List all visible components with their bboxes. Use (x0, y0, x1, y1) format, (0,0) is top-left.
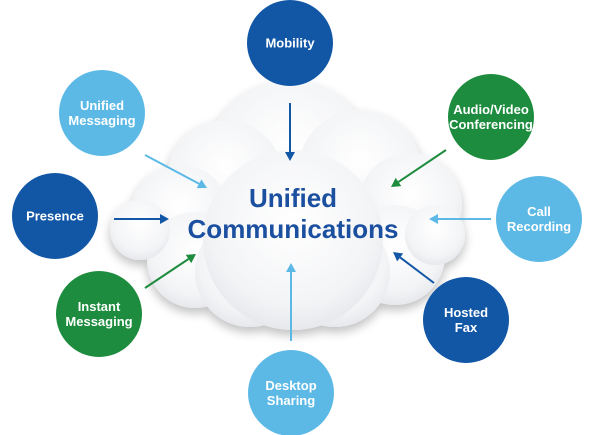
node-circle (423, 277, 509, 363)
node-label: Sharing (267, 393, 315, 408)
node-label: Unified (80, 98, 124, 113)
node-label: Messaging (65, 314, 132, 329)
node-label: Call (527, 204, 551, 219)
node-circle (448, 74, 534, 160)
node-label: Messaging (68, 113, 135, 128)
node-presence: Presence (12, 173, 98, 259)
center-title-line-1: Unified (249, 183, 337, 213)
center-title-line-2: Communications (188, 214, 399, 244)
arrow-instant-messaging (144, 254, 196, 289)
node-circle (56, 271, 142, 357)
node-label: Audio/Video (453, 102, 529, 117)
arrow-presence (114, 214, 169, 224)
arrow-desktop-sharing (286, 263, 296, 341)
node-label: Hosted (444, 305, 488, 320)
node-label: Presence (26, 209, 84, 224)
arrow-unified-messaging (144, 154, 207, 189)
node-circle (248, 350, 334, 435)
node-circle (496, 176, 582, 262)
node-label: Desktop (265, 378, 316, 393)
node-label: Instant (78, 299, 121, 314)
node-circle (12, 173, 98, 259)
node-mobility: Mobility (247, 0, 333, 86)
arrow-mobility (285, 103, 295, 161)
node-circle (247, 0, 333, 86)
node-circle (59, 70, 145, 156)
node-label: Fax (455, 320, 478, 335)
arrow-audio-video-conferencing (391, 149, 447, 187)
node-label: Conferencing (449, 117, 533, 132)
arrow-hosted-fax (393, 252, 435, 284)
arrow-call-recording (429, 214, 491, 224)
node-label: Mobility (265, 36, 315, 51)
node-label: Recording (507, 219, 571, 234)
